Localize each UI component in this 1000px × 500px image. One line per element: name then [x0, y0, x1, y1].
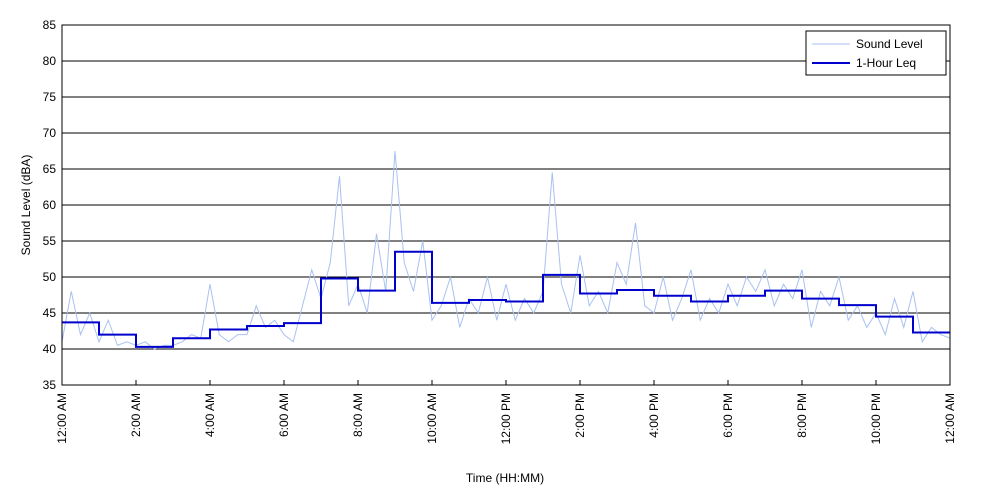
series-line	[62, 150, 950, 350]
x-tick-label: 10:00 PM	[869, 393, 883, 444]
series-line	[62, 250, 950, 348]
x-tick-label: 4:00 AM	[203, 393, 217, 437]
x-tick-label: 8:00 AM	[351, 393, 365, 437]
x-tick-label: 2:00 AM	[129, 393, 143, 437]
y-tick-label: 45	[43, 306, 57, 320]
y-tick-label: 80	[43, 54, 57, 68]
x-tick-label: 12:00 PM	[499, 393, 513, 444]
y-tick-label: 75	[43, 90, 57, 104]
x-tick-label: 2:00 PM	[573, 393, 587, 438]
y-tick-label: 65	[43, 162, 57, 176]
x-tick-label: 6:00 PM	[721, 393, 735, 438]
x-tick-label: 12:00 AM	[55, 393, 69, 444]
x-tick-label: 12:00 AM	[943, 393, 957, 444]
legend-box	[805, 30, 947, 76]
x-tick-label: 4:00 PM	[647, 393, 661, 438]
y-tick-label: 50	[43, 270, 57, 284]
x-tick-label: 10:00 AM	[425, 393, 439, 444]
x-tick-label: 6:00 AM	[277, 393, 291, 437]
y-axis-label: Sound Level (dBA)	[19, 155, 33, 256]
legend-label: 1-Hour Leq	[856, 56, 916, 70]
y-tick-label: 35	[43, 378, 57, 392]
y-tick-label: 85	[43, 18, 57, 32]
y-tick-label: 70	[43, 126, 57, 140]
y-tick-label: 60	[43, 198, 57, 212]
plot-frame	[61, 24, 951, 386]
x-tick-label: 8:00 PM	[795, 393, 809, 438]
legend-label: Sound Level	[856, 37, 923, 51]
y-tick-label: 40	[43, 342, 57, 356]
y-tick-label: 55	[43, 234, 57, 248]
x-axis-label: Time (HH:MM)	[466, 471, 544, 485]
